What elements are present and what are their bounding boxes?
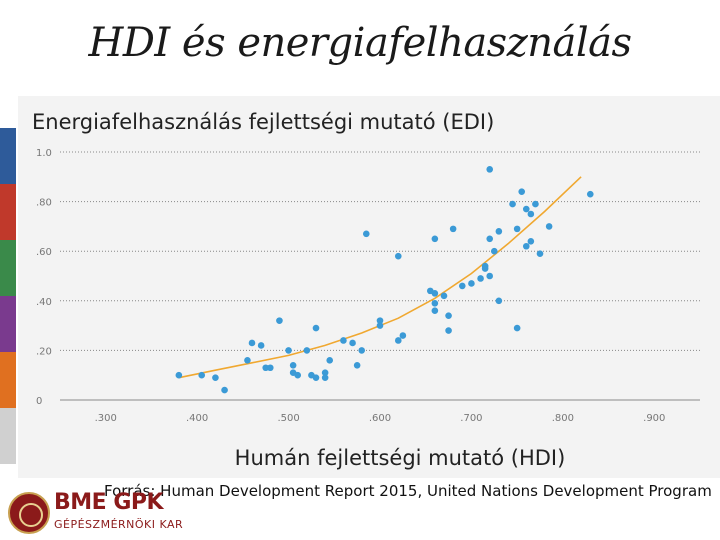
data-point xyxy=(290,362,297,369)
logo-sub-text: GÉPÉSZMÉRNÖKI KAR xyxy=(54,518,183,531)
data-point xyxy=(244,357,251,364)
trend-line xyxy=(179,177,581,378)
bme-gpk-logo: BME GPK GÉPÉSZMÉRNÖKI KAR xyxy=(8,490,268,538)
x-tick-label: .700 xyxy=(460,413,482,424)
data-point xyxy=(176,372,183,379)
data-point xyxy=(514,325,521,332)
data-point xyxy=(496,228,503,235)
logo-main-text: BME GPK xyxy=(54,490,163,515)
data-point xyxy=(349,340,356,347)
data-point xyxy=(198,372,205,379)
data-point xyxy=(432,236,439,243)
data-point xyxy=(395,337,402,344)
x-tick-label: .300 xyxy=(95,413,117,424)
data-point xyxy=(322,374,329,381)
y-tick-label: .20 xyxy=(36,346,52,357)
data-point xyxy=(267,364,274,371)
data-point xyxy=(537,250,544,257)
x-tick-label: .800 xyxy=(552,413,574,424)
data-point xyxy=(491,248,498,255)
data-point xyxy=(514,226,521,233)
data-point xyxy=(340,337,347,344)
data-point xyxy=(276,317,283,324)
data-point xyxy=(532,201,539,208)
data-point xyxy=(486,273,493,280)
y-tick-label: .60 xyxy=(36,247,52,258)
data-point xyxy=(450,226,457,233)
data-point xyxy=(358,347,365,354)
data-point xyxy=(432,290,439,297)
data-point xyxy=(477,275,484,282)
y-tick-label: .40 xyxy=(36,297,52,308)
data-point xyxy=(482,265,489,272)
data-point xyxy=(313,325,320,332)
data-point xyxy=(432,307,439,314)
data-point xyxy=(528,238,535,245)
data-point xyxy=(354,362,361,369)
x-tick-label: .900 xyxy=(643,413,665,424)
data-point xyxy=(486,166,493,173)
data-point xyxy=(258,342,265,349)
data-point xyxy=(294,372,301,379)
y-tick-label: 1.0 xyxy=(36,148,52,159)
data-point xyxy=(395,253,402,260)
data-point xyxy=(459,283,466,290)
data-point xyxy=(445,327,452,334)
x-tick-label: .500 xyxy=(277,413,299,424)
data-point xyxy=(523,243,530,250)
data-point xyxy=(445,312,452,319)
data-point xyxy=(221,387,228,394)
university-seal-icon xyxy=(8,492,50,534)
data-point xyxy=(496,298,503,305)
data-point xyxy=(400,332,407,339)
data-point xyxy=(546,223,553,230)
data-point xyxy=(509,201,516,208)
data-point xyxy=(363,231,370,238)
x-tick-label: .400 xyxy=(186,413,208,424)
x-axis-label: Humán fejlettségi mutató (HDI) xyxy=(0,446,720,470)
data-point xyxy=(304,347,311,354)
data-point xyxy=(432,300,439,307)
data-point xyxy=(249,340,256,347)
data-point xyxy=(212,374,219,381)
data-point xyxy=(326,357,333,364)
data-point xyxy=(518,188,525,195)
data-point xyxy=(523,206,530,213)
data-point xyxy=(313,374,320,381)
data-point xyxy=(587,191,594,198)
data-point xyxy=(528,211,535,218)
y-tick-label: .80 xyxy=(36,198,52,209)
y-tick-label: 0 xyxy=(36,396,42,407)
data-point xyxy=(441,293,448,300)
data-point xyxy=(468,280,475,287)
x-tick-label: .600 xyxy=(369,413,391,424)
data-point xyxy=(486,236,493,243)
data-point xyxy=(285,347,292,354)
data-point xyxy=(377,322,384,329)
